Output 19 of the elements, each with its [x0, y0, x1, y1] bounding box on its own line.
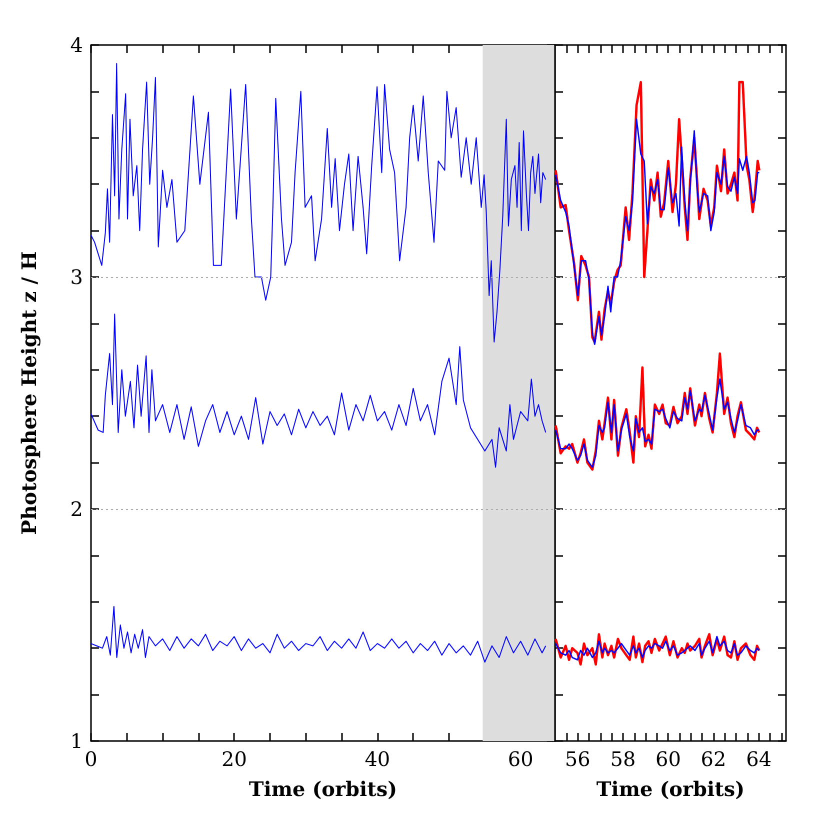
- line-series: [90, 606, 546, 663]
- x-axis-title: Time (orbits): [596, 777, 745, 801]
- line-series: [90, 63, 546, 342]
- x-tick-label: 20: [221, 747, 247, 771]
- line-series: [90, 314, 546, 468]
- y-tick-label: 2: [70, 497, 83, 521]
- x-tick-label: 0: [84, 747, 98, 771]
- y-tick-label: 3: [70, 265, 83, 289]
- x-tick-label: 60: [508, 747, 534, 771]
- y-axis-title: Photosphere Height z / H: [17, 251, 41, 535]
- y-tick-label: 4: [70, 33, 83, 57]
- x-tick-label: 40: [364, 747, 390, 771]
- x-tick-label: 56: [564, 747, 590, 771]
- x-tick-label: 60: [656, 747, 681, 771]
- x-axis-title: Time (orbits): [248, 777, 398, 801]
- x-tick-label: 58: [610, 747, 636, 771]
- y-tick-label: 1: [70, 729, 83, 753]
- x-tick-label: 62: [700, 747, 726, 771]
- x-tick-label: 64: [746, 747, 772, 771]
